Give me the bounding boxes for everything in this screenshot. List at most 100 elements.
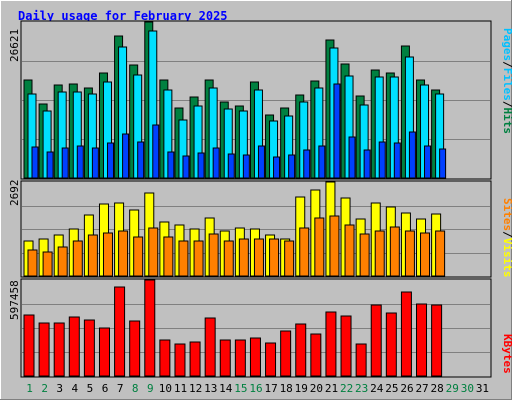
legend-segment-legend-middle-0: Sites xyxy=(501,198,512,231)
bar-pages-day-1 xyxy=(31,146,39,179)
ymax-label-hits: 26621 xyxy=(8,29,21,62)
bar-sites-day-25 xyxy=(389,226,400,277)
bar-kbytes-day-16 xyxy=(249,337,261,377)
bar-kbytes-day-13 xyxy=(204,317,216,377)
bar-sites-day-3 xyxy=(57,246,68,277)
day-label-16: 16 xyxy=(249,382,262,395)
chart-title: Daily usage for February 2025 xyxy=(18,9,228,23)
day-label-9: 9 xyxy=(147,382,154,395)
bar-kbytes-day-27 xyxy=(416,303,428,377)
bar-kbytes-day-20 xyxy=(310,333,322,377)
bar-pages-day-5 xyxy=(91,147,99,179)
bar-pages-day-7 xyxy=(122,133,130,179)
bar-pages-day-11 xyxy=(182,155,190,179)
legend-segment-legend-top-0: Pages xyxy=(501,28,512,61)
bar-sites-day-10 xyxy=(163,236,174,277)
bar-sites-day-2 xyxy=(42,251,53,277)
bar-pages-day-16 xyxy=(257,145,265,179)
bar-kbytes-day-10 xyxy=(159,339,171,377)
legend-segment-legend-top-1: / xyxy=(501,61,512,68)
bar-kbytes-day-1 xyxy=(23,314,35,377)
bar-kbytes-day-21 xyxy=(325,311,337,377)
day-label-22: 22 xyxy=(340,382,353,395)
bar-kbytes-day-12 xyxy=(189,341,201,377)
bar-kbytes-day-18 xyxy=(280,330,292,377)
day-label-1: 1 xyxy=(26,382,33,395)
bar-kbytes-day-4 xyxy=(68,316,80,377)
bar-kbytes-day-5 xyxy=(83,319,95,377)
bar-sites-day-12 xyxy=(193,240,204,277)
day-label-20: 20 xyxy=(310,382,323,395)
bar-kbytes-day-17 xyxy=(265,342,277,377)
day-label-14: 14 xyxy=(219,382,233,395)
bar-pages-day-10 xyxy=(167,151,175,179)
day-label-3: 3 xyxy=(56,382,63,395)
day-label-29: 29 xyxy=(446,382,459,395)
day-label-13: 13 xyxy=(204,382,217,395)
day-label-8: 8 xyxy=(132,382,139,395)
bar-sites-day-28 xyxy=(435,230,446,277)
day-label-17: 17 xyxy=(264,382,277,395)
bar-pages-day-8 xyxy=(137,141,145,179)
day-label-31: 31 xyxy=(476,382,489,395)
legend-segment-legend-middle-1: / xyxy=(501,231,512,238)
bar-sites-day-27 xyxy=(420,232,431,277)
day-label-30: 30 xyxy=(461,382,474,395)
legend-segment-legend-middle-2: Visits xyxy=(501,238,512,278)
bar-pages-day-12 xyxy=(197,152,205,179)
bar-pages-day-14 xyxy=(227,153,235,179)
legend-segment-legend-top-2: Files xyxy=(501,68,512,101)
bar-kbytes-day-8 xyxy=(129,320,141,377)
legend-segment-legend-top-4: Hits xyxy=(501,108,512,135)
bar-pages-day-25 xyxy=(393,142,401,179)
bar-pages-day-20 xyxy=(318,145,326,179)
bar-pages-day-4 xyxy=(76,145,84,179)
day-label-28: 28 xyxy=(431,382,444,395)
bar-pages-day-27 xyxy=(424,145,432,179)
bar-pages-day-26 xyxy=(408,131,416,179)
bar-pages-day-24 xyxy=(378,141,386,179)
bar-sites-day-19 xyxy=(299,227,310,277)
bar-sites-day-8 xyxy=(133,236,144,277)
bar-sites-day-23 xyxy=(359,233,370,277)
bar-pages-day-13 xyxy=(212,147,220,179)
bar-pages-day-18 xyxy=(288,154,296,179)
day-label-11: 11 xyxy=(174,382,187,395)
day-label-2: 2 xyxy=(41,382,48,395)
bar-kbytes-day-11 xyxy=(174,343,186,377)
day-label-10: 10 xyxy=(159,382,172,395)
bar-sites-day-9 xyxy=(148,227,159,277)
bar-sites-day-26 xyxy=(404,230,415,277)
bar-sites-day-15 xyxy=(238,238,249,277)
day-label-26: 26 xyxy=(400,382,413,395)
legend-segment-legend-bottom-0: KBytes xyxy=(501,334,512,374)
bar-sites-day-13 xyxy=(208,233,219,277)
bar-pages-day-21 xyxy=(333,83,341,179)
day-label-21: 21 xyxy=(325,382,338,395)
legend-segment-legend-top-3: / xyxy=(501,101,512,108)
bar-kbytes-day-28 xyxy=(431,304,443,377)
day-label-5: 5 xyxy=(87,382,94,395)
legend-kbytes: KBytes xyxy=(501,334,512,374)
day-label-18: 18 xyxy=(280,382,293,395)
bar-kbytes-day-22 xyxy=(340,315,352,377)
bar-sites-day-20 xyxy=(314,217,325,277)
bar-sites-day-14 xyxy=(223,240,234,277)
bar-sites-day-22 xyxy=(344,224,355,277)
bar-pages-day-15 xyxy=(242,154,250,179)
bar-sites-day-24 xyxy=(374,230,385,277)
day-axis-labels: 1 2 3 4 5 6 7 8 9 10 11 12 13 14 15 16 17 18 19 20 21 22 23 24 2… xyxy=(26,382,489,395)
legend-visits-sites: Sites/Visits xyxy=(501,198,512,278)
bar-sites-day-1 xyxy=(27,249,38,277)
bar-kbytes-day-9 xyxy=(144,279,156,377)
bar-marks xyxy=(23,21,447,377)
day-label-12: 12 xyxy=(189,382,202,395)
bar-pages-day-28 xyxy=(439,148,447,179)
bar-kbytes-day-7 xyxy=(114,286,126,377)
bar-pages-day-3 xyxy=(61,147,69,179)
bar-kbytes-day-19 xyxy=(295,323,307,377)
day-label-4: 4 xyxy=(72,382,79,395)
bar-kbytes-day-3 xyxy=(53,322,65,377)
bar-pages-day-9 xyxy=(152,124,160,179)
